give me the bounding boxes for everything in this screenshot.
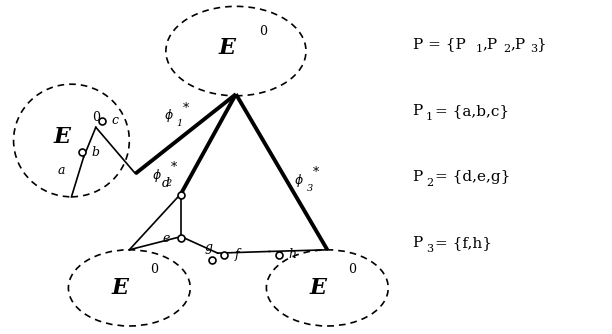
Text: P: P [412,104,423,118]
Text: = {f,h}: = {f,h} [435,236,491,250]
Text: 2: 2 [503,44,510,54]
Text: *: * [171,162,177,174]
Text: ,P: ,P [510,37,525,51]
Text: *: * [183,102,189,115]
Text: }: } [536,37,546,51]
Text: b: b [92,146,100,159]
Text: 1: 1 [426,112,433,122]
Text: c: c [112,114,119,127]
Text: 3: 3 [530,44,537,54]
Text: 0: 0 [259,25,267,38]
Text: $\phi$: $\phi$ [152,167,162,184]
Text: e: e [162,232,170,245]
Text: a: a [58,164,65,177]
Text: 0: 0 [92,111,100,124]
Text: 2: 2 [165,179,171,188]
Text: P: P [412,236,423,250]
Text: 1: 1 [177,120,183,129]
Text: g: g [204,241,212,254]
Text: E: E [54,126,71,148]
Text: E: E [111,277,129,299]
Text: 3: 3 [426,244,433,254]
Text: E: E [310,277,327,299]
Text: $\phi$: $\phi$ [294,172,304,189]
Text: 1: 1 [476,44,482,54]
Text: = {a,b,c}: = {a,b,c} [435,104,509,118]
Text: h: h [288,248,296,261]
Text: = {d,e,g}: = {d,e,g} [435,170,510,184]
Text: $\phi$: $\phi$ [164,107,174,124]
Text: P: P [412,170,423,184]
Text: 0: 0 [150,263,158,276]
Text: E: E [218,37,235,59]
Text: *: * [313,166,319,179]
Text: P = {P: P = {P [412,37,465,51]
Text: f: f [235,248,239,261]
Text: 3: 3 [307,184,313,193]
Text: ,P: ,P [483,37,498,51]
Text: d: d [162,177,170,190]
Text: 2: 2 [426,178,433,188]
Text: 0: 0 [348,263,356,276]
